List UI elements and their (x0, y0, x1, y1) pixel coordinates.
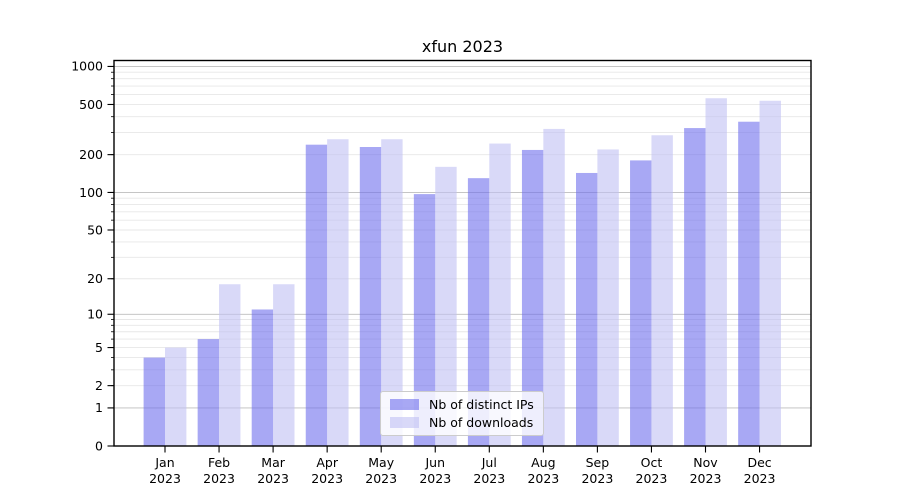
legend-label-downloads: Nb of downloads (429, 414, 534, 430)
x-tick-label-year-oct: 2023 (636, 471, 668, 486)
bar-distinct-ips-may (359, 147, 382, 446)
x-tick-label-month-oct: Oct (641, 455, 663, 470)
legend-item-downloads: Nb of downloads (390, 415, 534, 430)
x-tick-label-month-nov: Nov (693, 455, 718, 470)
bar-downloads-dec (759, 100, 781, 446)
y-tick-label-10: 10 (87, 307, 103, 322)
y-tick-label-50: 50 (87, 222, 103, 237)
x-tick-label-year-may: 2023 (365, 471, 397, 486)
x-tick-label-year-sep: 2023 (581, 471, 613, 486)
bar-distinct-ips-dec (738, 121, 760, 447)
x-tick-label-month-sep: Sep (586, 455, 610, 470)
bar-downloads-mar (273, 284, 295, 446)
bar-downloads-oct (651, 135, 673, 446)
x-tick-label-year-mar: 2023 (257, 471, 289, 486)
y-tick-label-200: 200 (79, 147, 103, 162)
x-tick-label-month-jul: Jul (481, 455, 497, 470)
bar-distinct-ips-apr (305, 144, 328, 446)
x-tick-label-month-jun: Jun (424, 455, 445, 470)
x-tick-label-month-may: May (368, 455, 394, 470)
bar-downloads-aug (543, 128, 565, 446)
x-tick-label-month-aug: Aug (531, 455, 555, 470)
x-tick-label-year-nov: 2023 (690, 471, 722, 486)
bar-downloads-sep (597, 149, 619, 446)
bar-downloads-jun (435, 166, 457, 446)
y-tick-label-500: 500 (79, 97, 103, 112)
chart-title: xfun 2023 (421, 37, 504, 56)
x-tick-label-month-apr: Apr (316, 455, 338, 470)
x-tick-label-month-jan: Jan (154, 455, 174, 470)
bar-distinct-ips-sep (576, 172, 598, 446)
bar-distinct-ips-aug (521, 149, 544, 446)
x-tick-label-month-dec: Dec (747, 455, 771, 470)
y-tick-label-20: 20 (87, 271, 103, 286)
plot-border (113, 59, 812, 447)
y-tick-label-2: 2 (95, 378, 103, 393)
bar-distinct-ips-jan (143, 357, 165, 446)
x-tick-label-year-jul: 2023 (473, 471, 505, 486)
bar-downloads-apr (327, 139, 349, 446)
bar-downloads-feb (219, 284, 241, 446)
y-tick-label-5: 5 (95, 340, 103, 355)
bar-downloads-may (381, 139, 403, 446)
x-axis: Jan2023Feb2023Mar2023Apr2023May2023Jun20… (149, 446, 775, 486)
x-tick-label-year-feb: 2023 (203, 471, 235, 486)
y-tick-label-100: 100 (79, 185, 103, 200)
y-tick-label-1000: 1000 (71, 59, 103, 74)
x-tick-label-month-mar: Mar (261, 455, 285, 470)
bar-distinct-ips-nov (684, 128, 706, 446)
bar-downloads-jan (165, 347, 187, 446)
legend: Nb of distinct IPs Nb of downloads (380, 391, 544, 436)
x-tick-label-month-feb: Feb (208, 455, 230, 470)
y-tick-label-1: 1 (95, 400, 103, 415)
bar-distinct-ips-mar (251, 309, 274, 446)
x-tick-label-year-dec: 2023 (744, 471, 776, 486)
x-tick-label-year-jun: 2023 (419, 471, 451, 486)
bar-distinct-ips-jun (413, 194, 436, 446)
y-tick-label-0: 0 (95, 438, 103, 453)
bars (143, 98, 781, 447)
y-axis: 0 1 2 5 10 20 50 100 200 500 1000 (71, 59, 114, 453)
bar-distinct-ips-feb (197, 339, 220, 446)
x-tick-label-year-aug: 2023 (527, 471, 559, 486)
legend-swatch-distinct-ips (390, 399, 419, 411)
legend-swatch-downloads (390, 416, 419, 428)
legend-label-distinct-ips: Nb of distinct IPs (429, 397, 534, 413)
bar-distinct-ips-jul (467, 178, 490, 447)
x-tick-label-year-jan: 2023 (149, 471, 181, 486)
bar-distinct-ips-oct (630, 160, 652, 446)
bar-downloads-jul (489, 143, 511, 447)
bar-downloads-nov (705, 98, 727, 446)
legend-item-distinct-ips: Nb of distinct IPs (390, 397, 534, 412)
x-tick-label-year-apr: 2023 (311, 471, 343, 486)
